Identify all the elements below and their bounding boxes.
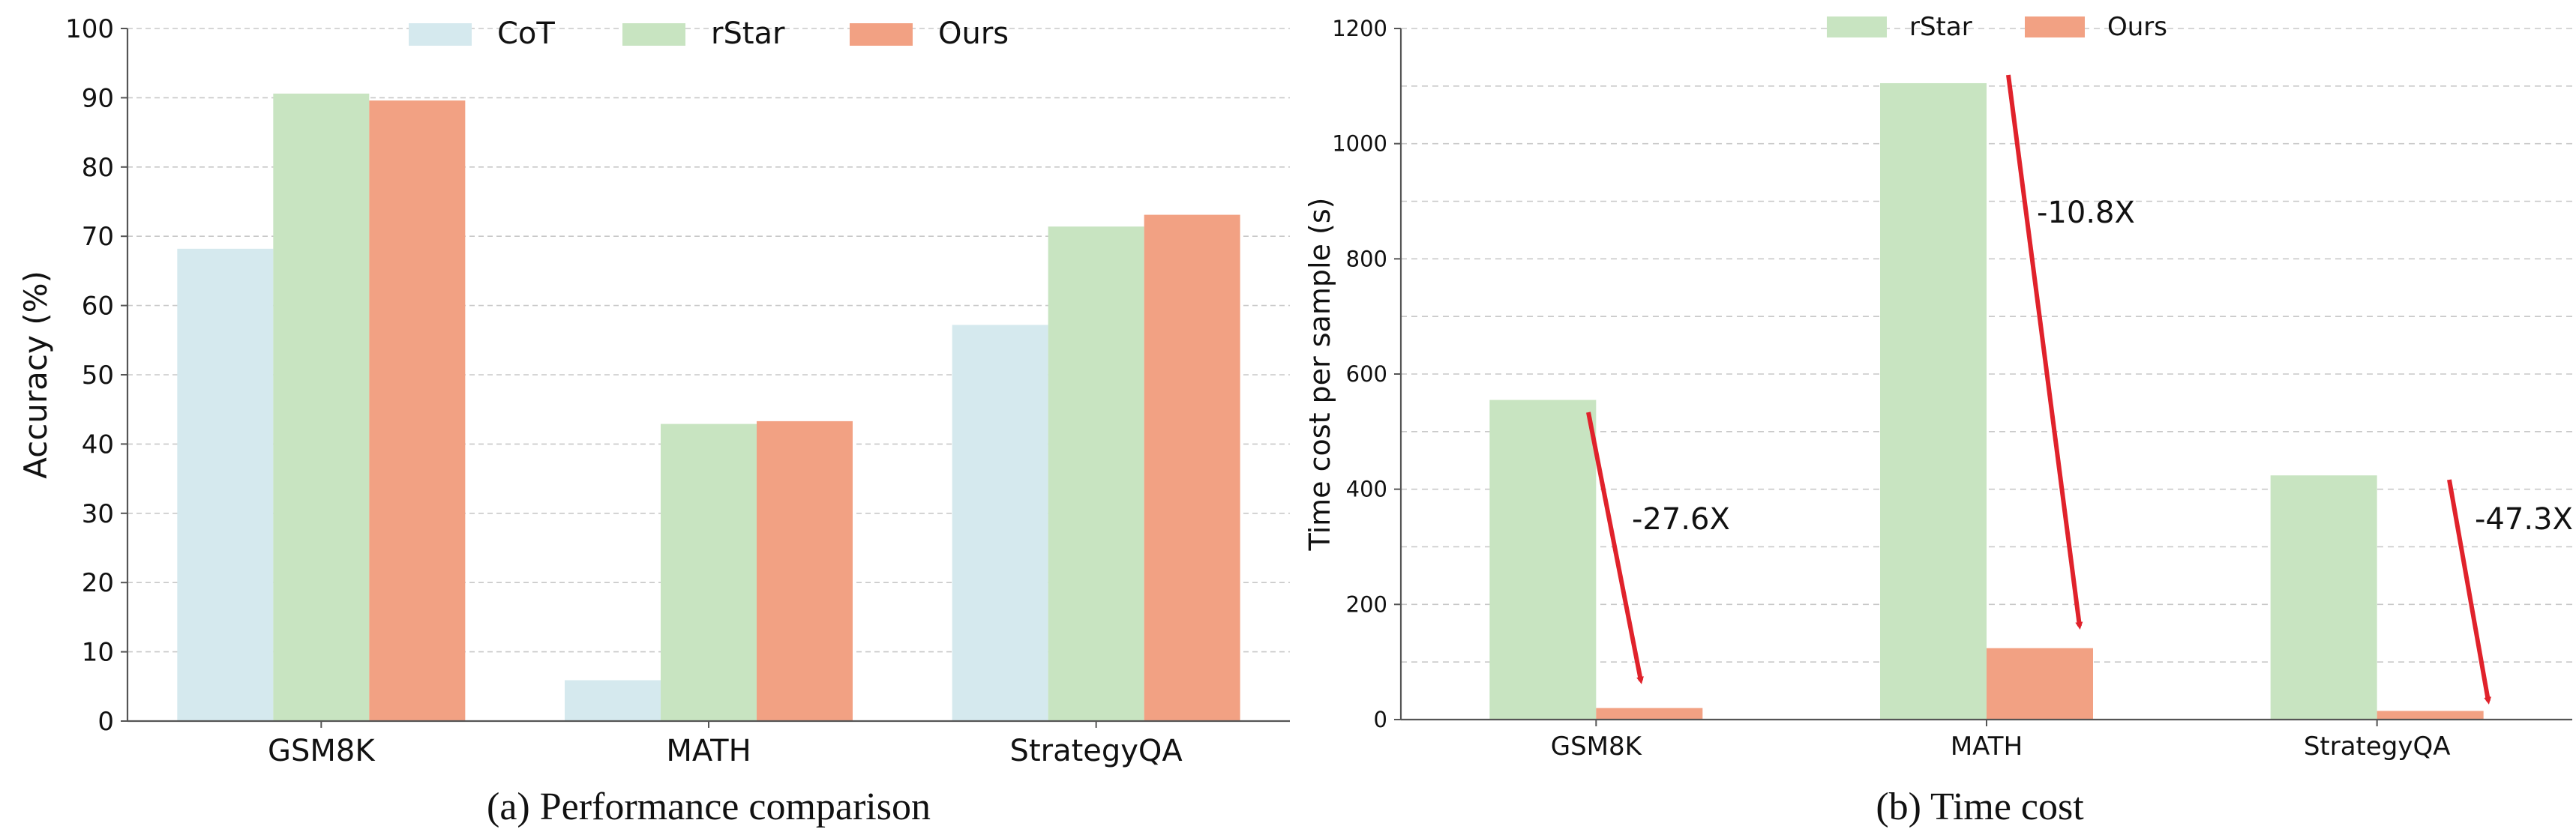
- legend-swatch-rstar: [1827, 16, 1887, 37]
- caption-a: (a) Performance comparison: [487, 786, 931, 828]
- bar-rstar-gsm8k: [1489, 400, 1597, 720]
- legend-swatch-ours: [2025, 16, 2085, 37]
- bar-ours-math: [1987, 648, 2093, 720]
- speedup-annotation: -47.3X: [2475, 502, 2573, 537]
- speedup-annotation: -27.6X: [1632, 502, 1730, 537]
- y-tick-label: 20: [82, 568, 114, 598]
- bar-rstar-math: [661, 423, 757, 721]
- bar-rstar-gsm8k: [273, 93, 370, 721]
- x-tick-label: StrategyQA: [1010, 734, 1183, 768]
- y-tick-label: 100: [65, 14, 114, 44]
- legend-swatch-rstar: [622, 23, 685, 46]
- bar-ours-gsm8k: [369, 100, 466, 721]
- legend-label-rstar: rStar: [711, 16, 785, 51]
- y-tick-label: 60: [82, 292, 114, 322]
- x-tick-label: MATH: [1951, 732, 2023, 762]
- legend-label-ours: Ours: [2107, 12, 2167, 42]
- bar-rstar-strategyqa: [1048, 226, 1144, 721]
- bar-cot-strategyqa: [952, 325, 1048, 721]
- y-tick-label: 50: [82, 361, 114, 391]
- y-tick-label: 10: [82, 638, 114, 668]
- y-tick-label: 0: [1374, 707, 1387, 732]
- x-tick-label: MATH: [666, 734, 751, 768]
- y-axis-label: Accuracy (%): [17, 271, 54, 479]
- y-tick-label: 600: [1346, 361, 1387, 387]
- speedup-annotation: -10.8X: [2037, 196, 2135, 230]
- legend-label-rstar: rStar: [1909, 12, 1972, 42]
- legend-label-cot: CoT: [497, 16, 555, 51]
- bar-rstar-math: [1880, 82, 1987, 720]
- reduction-arrow: [1586, 412, 1644, 684]
- legend-swatch-ours: [850, 23, 913, 46]
- bar-ours-strategyqa: [1144, 214, 1240, 721]
- y-tick-label: 1200: [1332, 16, 1387, 41]
- reduction-arrow: [2006, 74, 2083, 630]
- reduction-arrow: [2447, 479, 2492, 705]
- y-tick-label: 90: [82, 83, 114, 113]
- y-tick-label: 400: [1346, 477, 1387, 502]
- bar-cot-gsm8k: [177, 248, 274, 721]
- bar-ours-math: [757, 420, 853, 721]
- y-axis-label: Time cost per sample (s): [1303, 198, 1336, 552]
- bar-ours-gsm8k: [1596, 708, 1703, 720]
- panel-a-accuracy: 0 10 20 30 40 50 60 70 80 90 100 GSM8K MATH StrategyQ…: [17, 14, 1290, 828]
- y-tick-label: 80: [82, 153, 114, 183]
- legend-swatch-cot: [409, 23, 472, 46]
- panel-b-time-cost: 0 200 400 600 800 1000 1200 GSM8K -27.6X MATH -10.…: [1303, 12, 2573, 828]
- y-tick-label: 40: [82, 429, 114, 459]
- y-tick-label: 1000: [1332, 131, 1387, 157]
- y-tick-label: 30: [82, 499, 114, 529]
- y-tick-label: 0: [97, 707, 114, 737]
- bar-rstar-strategyqa: [2270, 475, 2377, 720]
- y-tick-label: 800: [1346, 246, 1387, 271]
- y-tick-label: 70: [82, 222, 114, 252]
- x-tick-label: StrategyQA: [2304, 732, 2451, 762]
- bar-ours-strategyqa: [2377, 711, 2484, 720]
- x-tick-label: GSM8K: [1551, 732, 1643, 762]
- y-tick-label: 200: [1346, 591, 1387, 617]
- legend-label-ours: Ours: [938, 16, 1009, 51]
- bar-cot-math: [565, 680, 661, 721]
- x-tick-label: GSM8K: [268, 734, 376, 768]
- caption-b: (b) Time cost: [1876, 786, 2084, 828]
